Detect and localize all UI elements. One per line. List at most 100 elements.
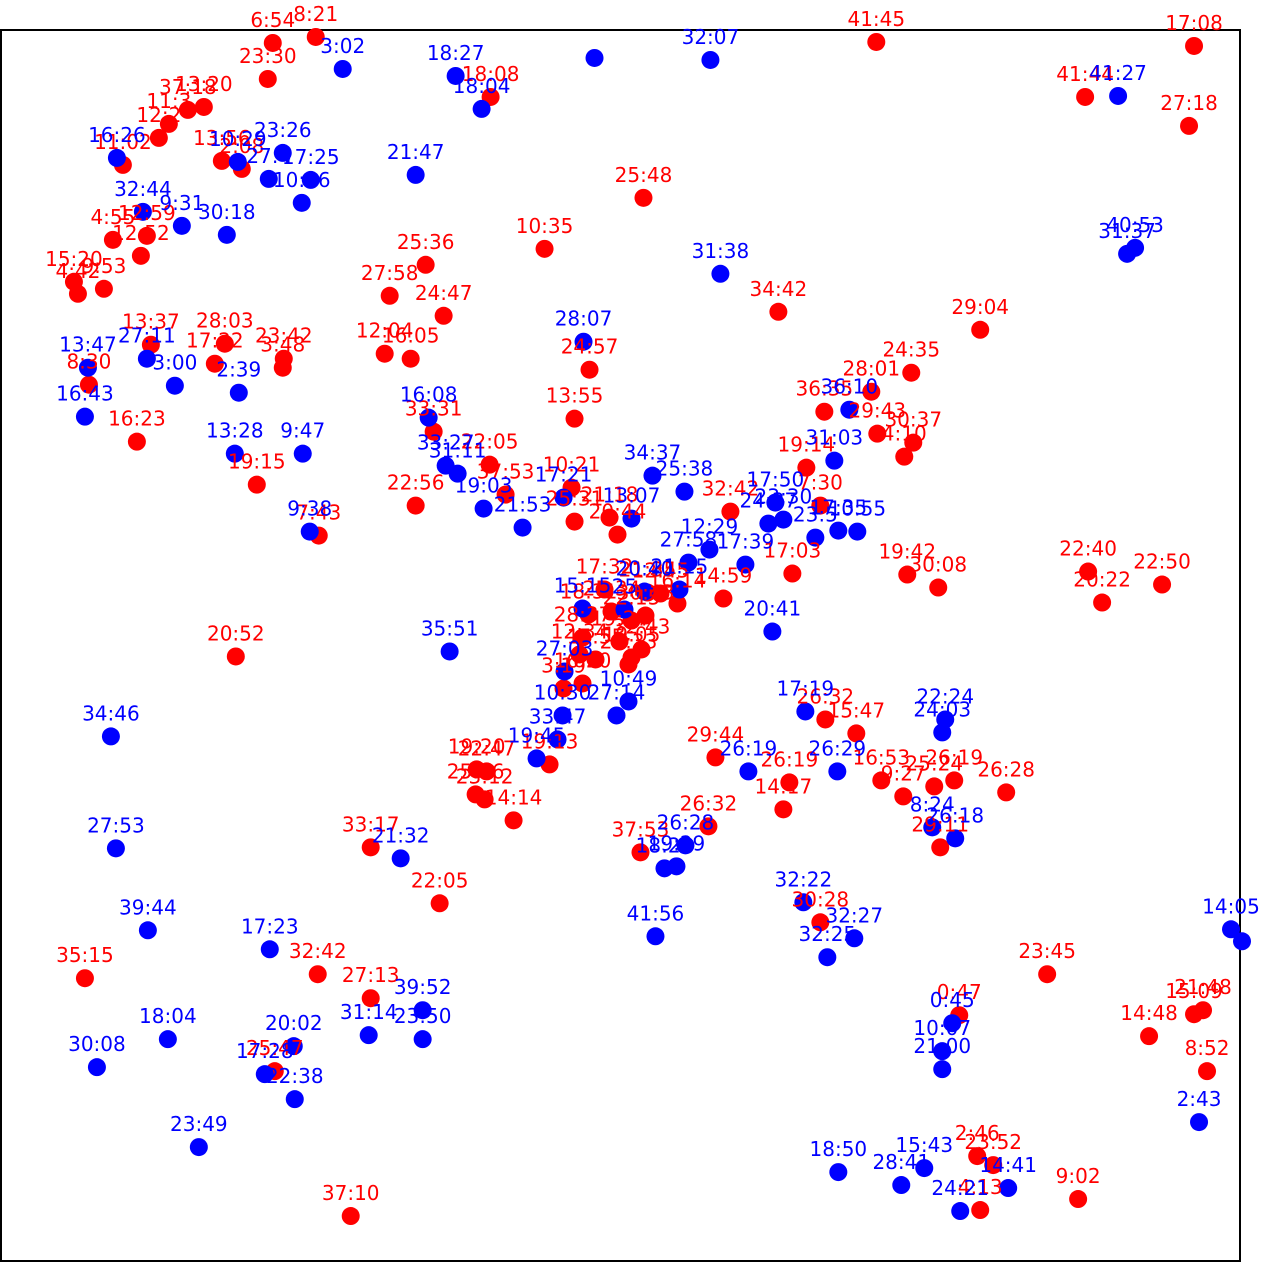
data-point (215, 334, 234, 353)
data-point (573, 674, 592, 693)
point-label: 10:21 (543, 453, 601, 477)
data-point (968, 1147, 987, 1166)
data-point (158, 1030, 177, 1049)
point-label: 24:57 (561, 335, 619, 359)
point-label: 18:04 (453, 74, 511, 98)
point-label: 15:09 (1165, 979, 1223, 1003)
point-label: 29:44 (687, 722, 745, 746)
point-label: 28:07 (555, 307, 613, 331)
point-label: 22:47 (458, 736, 516, 760)
data-point (570, 645, 589, 664)
data-point (971, 1201, 990, 1220)
point-label: 21:48 (1174, 975, 1232, 999)
point-label: 25 (612, 575, 637, 599)
point-label: 9:47 (280, 419, 325, 443)
data-point (260, 940, 279, 959)
point-label: 37:10 (322, 1181, 380, 1205)
data-point (284, 1037, 303, 1056)
data-point (929, 578, 948, 597)
data-point (1118, 244, 1137, 263)
point-label: 17:28 (236, 1039, 294, 1063)
data-point (103, 230, 122, 249)
point-label: 27:18 (1160, 91, 1218, 115)
point-label: 27:53 (87, 813, 145, 837)
point-label: 26:18 (926, 803, 984, 827)
point-label: 7:43 (296, 501, 341, 525)
data-point (997, 783, 1016, 802)
point-label: 26:19 (720, 736, 778, 760)
point-label: 19:45 (508, 723, 566, 747)
data-point (401, 349, 420, 368)
point-label: 41:27 (1089, 61, 1147, 85)
data-point (595, 580, 614, 599)
point-label: 11:3 (146, 89, 191, 113)
point-label: 22:05 (461, 430, 519, 454)
point-label: 2:46 (955, 1121, 1000, 1145)
point-label: 22:56 (387, 471, 445, 495)
point-label: 30:18 (198, 200, 256, 224)
point-label: 21:35 (619, 558, 677, 582)
data-point (1079, 562, 1098, 581)
point-label: 23:49 (170, 1112, 228, 1136)
data-point (868, 424, 887, 443)
point-label: 24:33 (600, 629, 658, 653)
data-point (477, 762, 496, 781)
point-label: 16:14 (649, 569, 707, 593)
data-point (446, 66, 465, 85)
point-label: 37:18 (159, 75, 217, 99)
point-label: 25:36 (397, 230, 455, 254)
point-label: 25:24 (905, 751, 963, 775)
data-point (774, 800, 793, 819)
point-label: 14:41 (979, 1153, 1037, 1177)
point-label: 27:11 (118, 324, 176, 348)
point-label: 40:53 (1106, 213, 1164, 237)
point-label: 37:53 (612, 817, 670, 841)
point-label: 21:53 (494, 493, 552, 517)
point-label: 14:05 (1202, 894, 1260, 918)
data-point (359, 1026, 378, 1045)
data-point (867, 32, 886, 51)
data-point (78, 358, 97, 377)
point-label: 18:08 (462, 62, 520, 86)
data-point (226, 647, 245, 666)
point-label: 32:44 (114, 177, 172, 201)
data-point (1190, 1113, 1209, 1132)
data-point (608, 525, 627, 544)
data-point (769, 302, 788, 321)
data-point (565, 512, 584, 531)
point-label: 26:19 (925, 745, 983, 769)
data-point (554, 488, 573, 507)
point-label: 25:34 (583, 577, 641, 601)
point-label: 29:43 (848, 399, 906, 423)
point-label: 12:59 (118, 201, 176, 225)
point-label: 34:42 (750, 277, 808, 301)
point-label: 26:19 (761, 747, 819, 771)
point-label: 10:35 (516, 214, 574, 238)
point-label: 27:03 (536, 636, 594, 660)
data-point (79, 375, 98, 394)
point-label: 36:35 (796, 377, 854, 401)
data-point (217, 225, 236, 244)
point-label: 12:04 (356, 319, 414, 343)
data-point (825, 451, 844, 470)
data-point (137, 349, 156, 368)
data-point (829, 521, 848, 540)
point-label: 16:20 (554, 648, 612, 672)
data-point (1109, 86, 1128, 105)
point-label: 13:07 (603, 484, 661, 508)
point-label: 30:08 (68, 1032, 126, 1056)
point-label: 8:52 (1185, 1036, 1230, 1060)
data-point (828, 762, 847, 781)
data-point (107, 148, 126, 167)
data-point (292, 193, 311, 212)
point-label: 6:54 (250, 8, 295, 32)
data-point (285, 1090, 304, 1109)
point-label: 35:51 (421, 616, 479, 640)
data-point (904, 433, 923, 452)
point-label: 32:25 (799, 922, 857, 946)
point-label: 15:55 (567, 624, 625, 648)
point-label: 23:12 (456, 764, 514, 788)
point-label: 34:46 (82, 701, 140, 725)
point-label: 32:07 (682, 25, 740, 49)
